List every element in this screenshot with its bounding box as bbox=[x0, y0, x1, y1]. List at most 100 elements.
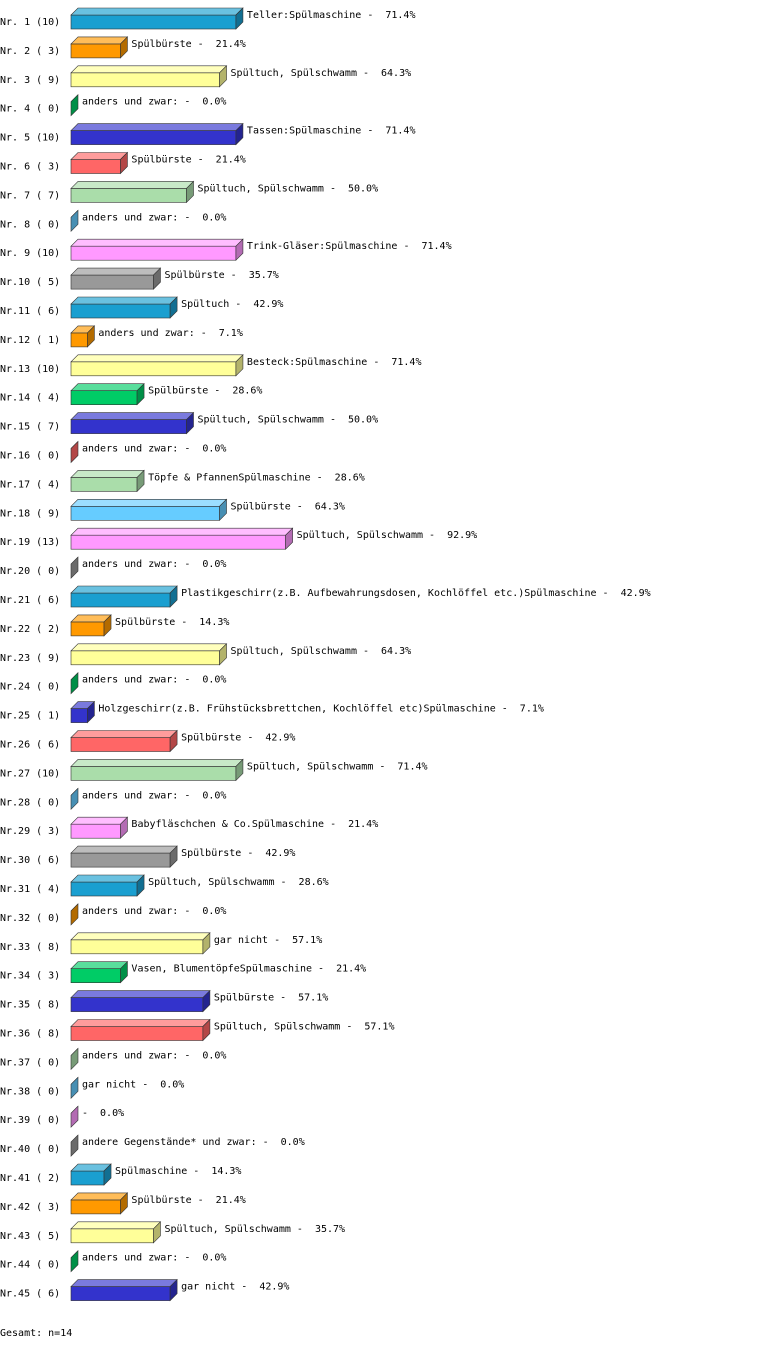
bar-top bbox=[70, 152, 129, 160]
bar-label-name: anders und zwar: - bbox=[82, 559, 190, 570]
bar bbox=[70, 36, 129, 59]
value-label: 0.0% bbox=[202, 906, 226, 917]
bar-label-name: Spülbürste - bbox=[115, 617, 187, 628]
bar bbox=[70, 787, 79, 811]
bar bbox=[70, 1249, 79, 1273]
bar bbox=[70, 238, 244, 261]
bar-front bbox=[70, 274, 154, 290]
bar-side bbox=[70, 787, 79, 811]
bar-label: anders und zwar: - 0.0% bbox=[82, 1253, 226, 1264]
row-label: Nr.14 ( 4) bbox=[0, 393, 60, 404]
bar bbox=[70, 151, 129, 175]
bar bbox=[70, 1221, 162, 1244]
bar-label-name: Trink-Gläser:Spülmaschine - bbox=[247, 241, 410, 252]
value-label: 71.4% bbox=[421, 241, 451, 252]
bar bbox=[70, 65, 228, 88]
row-label: Nr.37 ( 0) bbox=[0, 1057, 60, 1068]
bar-top bbox=[70, 36, 129, 45]
bar-top bbox=[70, 759, 244, 767]
bar-front bbox=[70, 72, 220, 88]
bar bbox=[70, 1047, 79, 1071]
bar-top bbox=[70, 470, 145, 478]
bar-label: anders und zwar: - 0.0% bbox=[82, 790, 226, 801]
bar-front bbox=[70, 361, 237, 377]
bar-top bbox=[70, 1279, 178, 1287]
row-label: Nr. 4 ( 0) bbox=[0, 104, 60, 115]
bar-label-name: Spültuch, Spülschwamm - bbox=[297, 530, 435, 541]
value-label: 71.4% bbox=[391, 357, 421, 368]
bar-label-name: anders und zwar: - bbox=[82, 212, 190, 223]
row-label: Nr. 6 ( 3) bbox=[0, 162, 60, 173]
bar-top bbox=[70, 383, 145, 392]
bar-front bbox=[70, 997, 204, 1012]
bar-label: Spültuch, Spülschwamm - 28.6% bbox=[148, 877, 329, 888]
value-label: 50.0% bbox=[348, 415, 378, 426]
bar-side bbox=[169, 585, 178, 608]
bar-label-name: Besteck:Spülmaschine - bbox=[247, 357, 379, 368]
bar-label-name: Spülbürste - bbox=[231, 501, 303, 512]
bar-front bbox=[70, 477, 138, 492]
value-label: 92.9% bbox=[447, 530, 477, 541]
bar-label: Spülbürste - 57.1% bbox=[214, 993, 328, 1004]
bar-label-name: Spülbürste - bbox=[148, 386, 220, 397]
bar-top bbox=[70, 845, 178, 854]
bar-side bbox=[153, 267, 161, 290]
bar-side bbox=[235, 122, 244, 146]
bar-front bbox=[70, 852, 171, 868]
bar-side bbox=[87, 700, 95, 724]
value-label: 0.0% bbox=[100, 1108, 124, 1119]
bar-label-name: - bbox=[82, 1108, 88, 1119]
value-label: 64.3% bbox=[381, 68, 411, 79]
bar-label: Spültuch, Spülschwamm - 64.3% bbox=[231, 646, 412, 657]
bar bbox=[70, 411, 195, 435]
bar-label: Vasen, BlumentöpfeSpülmaschine - 21.4% bbox=[131, 964, 366, 975]
bar bbox=[70, 1076, 79, 1100]
bar-front bbox=[70, 1199, 121, 1215]
bar bbox=[70, 209, 79, 233]
bar-label: Spülmaschine - 14.3% bbox=[115, 1166, 241, 1177]
row-label: Nr. 1 (10) bbox=[0, 17, 60, 28]
bar-label: anders und zwar: - 0.0% bbox=[82, 906, 226, 917]
bar-front bbox=[70, 823, 121, 839]
bar-label: gar nicht - 57.1% bbox=[214, 935, 322, 946]
bar bbox=[70, 932, 211, 955]
bar-label-name: anders und zwar: - bbox=[82, 790, 190, 801]
bar-label: anders und zwar: - 0.0% bbox=[82, 1050, 226, 1061]
value-label: 0.0% bbox=[202, 1050, 226, 1061]
bar-label-name: Spülbürste - bbox=[181, 848, 253, 859]
bar bbox=[70, 527, 294, 550]
value-label: 21.4% bbox=[336, 964, 366, 975]
bar-label: Spülbürste - 14.3% bbox=[115, 617, 229, 628]
row-label: Nr.24 ( 0) bbox=[0, 682, 60, 693]
bar-top bbox=[70, 527, 294, 536]
bar-front bbox=[70, 708, 88, 723]
row-label: Nr.26 ( 6) bbox=[0, 740, 60, 751]
bar bbox=[70, 758, 244, 782]
bar-label-name: Spültuch, Spülschwamm - bbox=[231, 646, 369, 657]
row-label: Nr.28 ( 0) bbox=[0, 797, 60, 808]
bar-label: Spülbürste - 42.9% bbox=[181, 848, 295, 859]
bar-front bbox=[70, 419, 187, 434]
bar-top bbox=[70, 990, 211, 998]
row-label: Nr.12 ( 1) bbox=[0, 335, 60, 346]
bar-label: Spültuch, Spülschwamm - 64.3% bbox=[231, 68, 412, 79]
value-label: 71.4% bbox=[397, 761, 427, 772]
row-label: Nr.17 ( 4) bbox=[0, 479, 60, 490]
bar-label: anders und zwar: - 0.0% bbox=[82, 444, 226, 455]
value-label: 0.0% bbox=[202, 444, 226, 455]
bar-front bbox=[70, 534, 286, 550]
bar-top bbox=[70, 932, 211, 941]
bar bbox=[70, 729, 178, 753]
value-label: 71.4% bbox=[385, 10, 415, 21]
value-label: 7.1% bbox=[520, 704, 544, 715]
bar-label: Spülbürste - 35.7% bbox=[164, 270, 278, 281]
bar-side bbox=[120, 960, 128, 984]
bar-side bbox=[235, 354, 244, 377]
bar-label-name: Babyfläschchen & Co.Spülmaschine - bbox=[131, 819, 336, 830]
bar-side bbox=[202, 1018, 211, 1042]
bar-label-name: anders und zwar: - bbox=[82, 1050, 190, 1061]
value-label: 35.7% bbox=[249, 270, 279, 281]
row-label: Nr.16 ( 0) bbox=[0, 451, 60, 462]
bar-label-name: Spültuch, Spülschwamm - bbox=[231, 68, 369, 79]
